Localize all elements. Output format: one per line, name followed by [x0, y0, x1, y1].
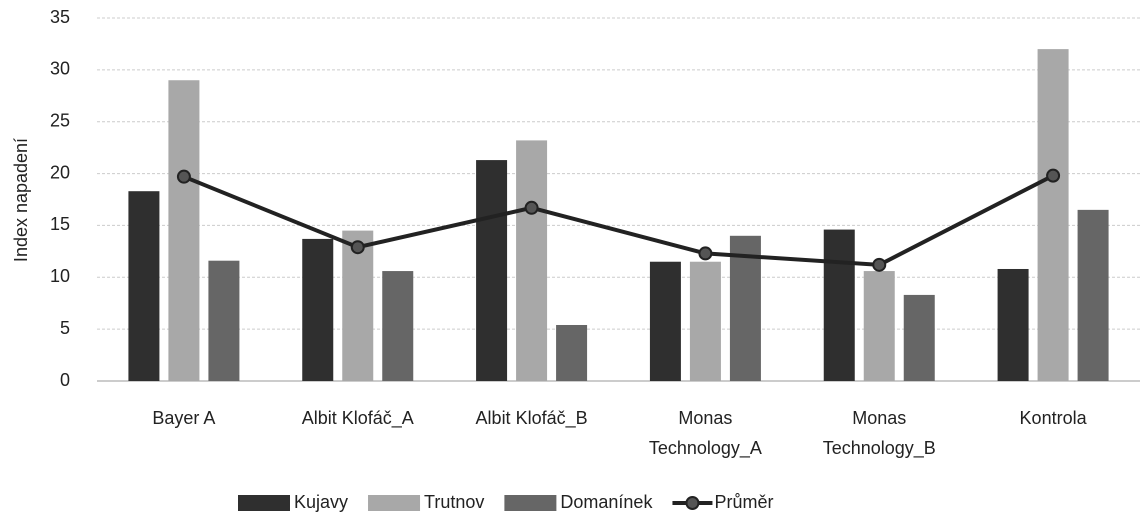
marker	[176, 169, 191, 184]
bar	[342, 230, 374, 381]
bar	[729, 235, 761, 381]
bar	[208, 260, 240, 381]
bar	[903, 294, 935, 381]
y-axis-label: Index napadení	[11, 138, 31, 262]
y-tick-label: 15	[50, 214, 70, 234]
bar	[476, 160, 508, 381]
bar	[128, 191, 160, 381]
bar	[863, 271, 895, 381]
x-tick-label: Albit Klofáč_A	[302, 408, 414, 429]
legend-label: Trutnov	[424, 492, 484, 512]
bar	[997, 268, 1029, 381]
y-tick-label: 25	[50, 110, 70, 130]
marker	[698, 246, 713, 261]
bar	[516, 140, 548, 381]
legend-label: Průměr	[714, 492, 773, 512]
legend-label: Domanínek	[560, 492, 653, 512]
bar	[823, 229, 855, 381]
legend-swatch	[368, 495, 421, 511]
y-tick-label: 30	[50, 59, 70, 79]
marker	[1046, 168, 1061, 183]
marker	[872, 257, 887, 272]
bar	[1077, 209, 1109, 381]
y-tick-label: 0	[60, 370, 70, 390]
marker	[350, 240, 365, 255]
x-tick-label: Monas Technology_A	[649, 408, 762, 459]
legend-swatch	[504, 495, 557, 511]
legend-swatch	[238, 495, 290, 511]
bar	[556, 324, 588, 381]
x-tick-label: Monas Technology_B	[823, 408, 936, 459]
y-tick-label: 35	[50, 7, 70, 27]
marker	[524, 200, 539, 215]
bar	[689, 261, 721, 381]
x-tick-label: Bayer A	[152, 408, 215, 428]
y-tick-label: 10	[50, 266, 70, 286]
x-tick-label: Kontrola	[1020, 408, 1088, 428]
bar	[1037, 49, 1069, 381]
bar	[302, 238, 334, 381]
y-tick-label: 20	[50, 162, 70, 182]
bar	[649, 261, 681, 381]
line	[183, 173, 1054, 267]
y-tick-label: 5	[60, 318, 70, 338]
bar	[168, 80, 200, 381]
legend-marker	[685, 496, 700, 510]
legend-label: Kujavy	[294, 492, 348, 512]
x-tick-label: Albit Klofáč_B	[476, 408, 588, 429]
bar	[382, 271, 414, 381]
